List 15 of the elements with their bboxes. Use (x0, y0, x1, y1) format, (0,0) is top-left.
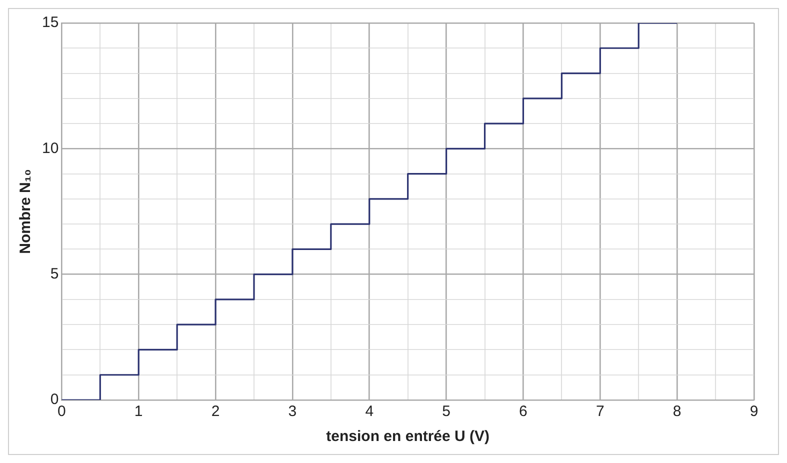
x-tick-label: 3 (288, 403, 297, 420)
y-axis-title: Nombre N₁₀ (17, 169, 34, 254)
y-tick-label: 0 (50, 391, 59, 408)
x-tick-label: 8 (672, 403, 682, 420)
x-tick-label: 6 (519, 403, 528, 420)
x-tick-label: 4 (365, 403, 374, 420)
y-tick-label: 15 (42, 14, 59, 32)
x-tick-label: 7 (596, 403, 604, 420)
x-tick-label: 9 (750, 403, 758, 420)
x-tick-label: 1 (134, 403, 143, 420)
y-tick-label: 5 (50, 265, 59, 282)
x-tick-label: 5 (442, 403, 450, 420)
y-tick-label: 10 (42, 140, 59, 157)
x-axis-title: tension en entrée U (V) (326, 428, 490, 446)
x-tick-label: 2 (211, 403, 220, 420)
